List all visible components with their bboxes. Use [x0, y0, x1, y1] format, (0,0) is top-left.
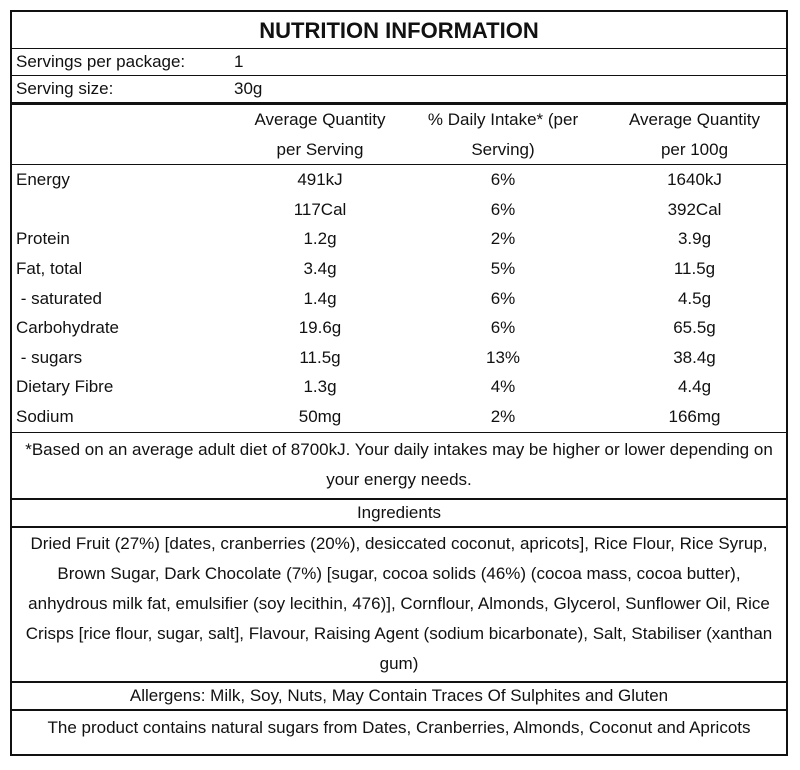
- per-serving-value: 19.6g: [298, 318, 342, 338]
- nutrition-panel: NUTRITION INFORMATION Servings per packa…: [10, 10, 788, 756]
- nutrient-name: Carbohydrate: [16, 318, 120, 338]
- per-serving-value: 3.4g: [303, 258, 337, 278]
- per-serving-value: 50mg: [298, 406, 342, 426]
- nutrition-table: Average Quantity % Daily Intake* (per Av…: [12, 105, 786, 432]
- servings-label: Servings per package:: [16, 52, 186, 71]
- col-per-serving-subheader: per Serving: [276, 139, 364, 159]
- daily-intake-value: 6%: [490, 170, 516, 190]
- servings-value: 1: [234, 52, 244, 71]
- per-100g-value: 4.5g: [677, 288, 712, 308]
- col-daily-intake-header: % Daily Intake* (per: [427, 110, 579, 130]
- nutrient-row: 117Cal 6% 392Cal: [12, 195, 786, 225]
- per-100g-value: 38.4g: [673, 347, 716, 367]
- col-per-100g-subheader: per 100g: [660, 139, 729, 159]
- daily-intake-value: 5%: [490, 258, 516, 278]
- col-per-100g-header: Average Quantity: [628, 110, 761, 130]
- daily-intake-value: 6%: [490, 288, 516, 308]
- serving-size-row: Serving size: 30g: [12, 76, 786, 105]
- nutrient-name: - saturated: [16, 288, 102, 308]
- daily-intake-value: 6%: [490, 318, 516, 338]
- per-serving-value: 491kJ: [297, 170, 343, 190]
- per-100g-value: 3.9g: [677, 229, 712, 249]
- column-header-row-1: Average Quantity % Daily Intake* (per Av…: [12, 105, 786, 135]
- nutrient-row: - sugars 11.5g 13% 38.4g: [12, 343, 786, 373]
- nutrient-name: Dietary Fibre: [16, 377, 114, 397]
- nutrient-row: Sodium 50mg 2% 166mg: [12, 402, 786, 432]
- nutrient-name: Fat, total: [16, 258, 83, 278]
- per-100g-value: 392Cal: [667, 199, 722, 219]
- allergens-statement: Allergens: Milk, Soy, Nuts, May Contain …: [12, 683, 786, 711]
- nutrient-name: Energy: [16, 170, 70, 190]
- daily-intake-footnote: *Based on an average adult diet of 8700k…: [12, 431, 786, 500]
- daily-intake-value: 2%: [490, 229, 516, 249]
- nutrient-row: Carbohydrate 19.6g 6% 65.5g: [12, 313, 786, 343]
- col-daily-intake-subheader: Serving): [471, 139, 535, 159]
- natural-sugars-statement: The product contains natural sugars from…: [47, 717, 751, 737]
- nutrient-name: [12, 195, 237, 225]
- nutrient-row: Fat, total 3.4g 5% 11.5g: [12, 254, 786, 284]
- nutrient-rows: Energy 491kJ 6% 1640kJ 117Cal 6% 392Cal Protein…: [12, 165, 786, 432]
- daily-intake-value: 6%: [490, 199, 516, 219]
- per-100g-value: 166mg: [668, 406, 721, 426]
- per-serving-value: 1.4g: [303, 288, 337, 308]
- nutrient-row: Energy 491kJ 6% 1640kJ: [12, 165, 786, 195]
- per-serving-value: 11.5g: [299, 347, 341, 367]
- servings-row: Servings per package: 1: [12, 49, 786, 76]
- ingredients-text: Dried Fruit (27%) [dates, cranberries (2…: [12, 528, 786, 683]
- nutrient-name: Sodium: [16, 406, 74, 426]
- per-serving-value: 1.3g: [303, 377, 337, 397]
- serving-size-label: Serving size:: [16, 79, 114, 98]
- per-serving-value: 1.2g: [303, 229, 337, 249]
- per-100g-value: 65.5g: [673, 318, 716, 338]
- nutrient-name: - sugars: [16, 347, 83, 367]
- nutrient-row: - saturated 1.4g 6% 4.5g: [12, 284, 786, 314]
- nutrient-name: Protein: [16, 229, 70, 249]
- daily-intake-value: 4%: [490, 377, 516, 397]
- panel-title: NUTRITION INFORMATION: [12, 12, 786, 49]
- column-header-row-2: per Serving Serving) per 100g: [12, 135, 786, 165]
- daily-intake-value: 2%: [490, 406, 516, 426]
- per-serving-value: 117Cal: [293, 199, 347, 219]
- ingredients-heading: Ingredients: [12, 500, 786, 528]
- daily-intake-value: 13%: [485, 347, 521, 367]
- serving-size-value: 30g: [234, 79, 263, 98]
- per-100g-value: 1640kJ: [667, 170, 722, 190]
- nutrient-row: Dietary Fibre 1.3g 4% 4.4g: [12, 372, 786, 402]
- per-100g-value: 4.4g: [677, 377, 712, 397]
- nutrient-row: Protein 1.2g 2% 3.9g: [12, 224, 786, 254]
- col-per-serving-header: Average Quantity: [254, 110, 386, 130]
- per-100g-value: 11.5g: [673, 258, 716, 278]
